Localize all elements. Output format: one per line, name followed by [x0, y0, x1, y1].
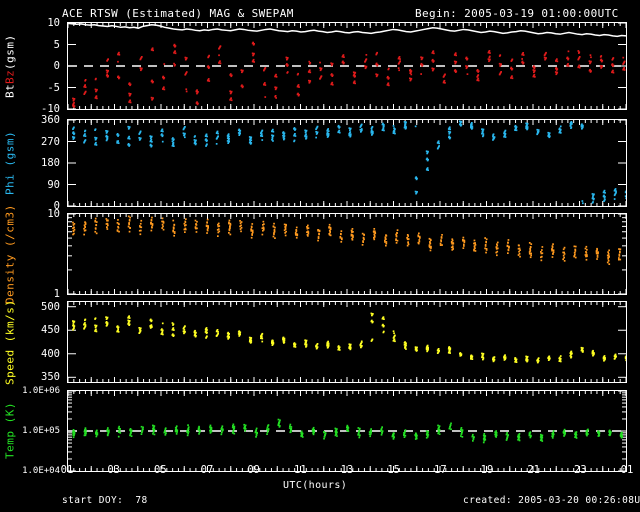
y-tick-label-temp-1: 1.0E+05 [22, 426, 60, 436]
y-tick-label-phi-3: 90 [47, 178, 60, 191]
start-doy-label: start DOY: 78 [62, 495, 148, 506]
plot-panel-density [67, 213, 627, 295]
y-tick-label-density-1: 1 [53, 288, 60, 300]
y-tick-label-bt-bz-3: -5 [47, 81, 60, 94]
x-tick-label-0: 01 [60, 464, 74, 476]
x-tick-label-4: 09 [247, 464, 260, 476]
y-tick-label-bt-bz-0: 10 [47, 17, 60, 29]
y-tick-label-bt-bz-4: -10 [41, 103, 60, 115]
y-tick-label-bt-bz-1: 5 [53, 38, 60, 51]
x-tick-label-8: 17 [434, 464, 447, 476]
y-axis-label-phi: Phi (gsm) [2, 119, 18, 207]
x-tick-label-1: 03 [107, 464, 120, 476]
y-axis-label-part: Temp (K) [3, 402, 17, 460]
y-tick-label-density-0: 10 [47, 208, 60, 220]
y-axis-label-part: (gsm) [3, 33, 17, 70]
y-tick-label-phi-2: 180 [41, 157, 60, 169]
y-axis-label-part: Bz [3, 69, 17, 84]
plot-panel-temp [67, 390, 627, 472]
plot-panel-phi [67, 119, 627, 207]
y-tick-label-speed-3: 350 [41, 371, 60, 384]
y-axis-label-speed: Speed (km/s) [2, 299, 18, 385]
y-axis-label-part: Speed (km/s) [3, 299, 17, 385]
x-tick-label-2: 05 [154, 464, 167, 476]
y-tick-label-speed-1: 450 [41, 324, 60, 337]
x-tick-label-3: 07 [200, 464, 214, 476]
page-title: ACE RTSW (Estimated) MAG & SWEPAM [62, 7, 294, 20]
y-tick-label-speed-2: 400 [41, 347, 60, 360]
x-tick-label-5: 11 [294, 464, 307, 476]
y-tick-label-bt-bz-2: 0 [53, 60, 60, 72]
y-axis-label-density: Density (/cm3) [2, 204, 18, 304]
created-label: created: 2005-03-20 00:26:08UTC [463, 495, 640, 506]
y-axis-label-part: Phi (gsm) [3, 130, 17, 196]
x-axis-label: UTC(hours) [283, 480, 348, 491]
y-axis-label-part: Bt [3, 83, 17, 99]
y-axis-label-part: Density (/cm3) [3, 204, 17, 304]
x-tick-label-11: 23 [574, 464, 587, 476]
x-tick-label-7: 15 [387, 464, 400, 476]
x-tick-label-12: 01 [620, 464, 634, 476]
y-tick-label-phi-0: 360 [41, 114, 60, 126]
x-tick-label-9: 19 [480, 464, 494, 476]
y-tick-label-temp-2: 1.0E+04 [22, 466, 60, 476]
y-axis-label-bt-bz: Bt Bz (gsm) [2, 22, 18, 110]
y-tick-label-temp-0: 1.0E+06 [22, 386, 60, 396]
y-tick-label-phi-1: 270 [41, 135, 60, 148]
y-tick-label-speed-0: 500 [41, 300, 60, 313]
plot-panel-bt-bz [67, 22, 627, 110]
x-tick-label-10: 21 [527, 464, 540, 476]
plot-panel-speed [67, 301, 627, 383]
y-axis-label-temp: Temp (K) [2, 390, 18, 472]
x-tick-label-6: 13 [340, 464, 354, 476]
y-tick-label-phi-4: 0 [53, 200, 60, 212]
begin-timestamp: Begin: 2005-03-19 01:00:00UTC [415, 7, 619, 20]
